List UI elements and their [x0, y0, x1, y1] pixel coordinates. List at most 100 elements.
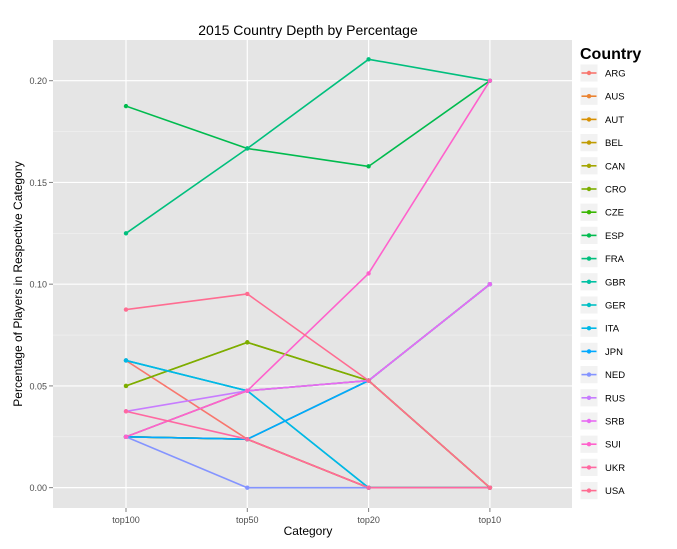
legend-key-point: [586, 418, 592, 424]
legend-item-usa: USA: [579, 481, 625, 501]
legend-item-rus: RUS: [579, 388, 625, 408]
legend-item-arg: ARG: [579, 63, 626, 83]
data-point-srb: [487, 281, 493, 287]
legend-label: USA: [605, 486, 625, 497]
legend-title: Country: [580, 46, 641, 63]
x-tick-label: top100: [112, 515, 140, 525]
legend-item-srb: SRB: [579, 411, 625, 431]
legend-label: ITA: [605, 324, 620, 335]
legend-label: AUS: [605, 92, 625, 103]
legend-item-gbr: GBR: [579, 272, 626, 292]
data-point-ita: [123, 358, 129, 363]
legend-item-ita: ITA: [579, 318, 620, 338]
data-point-ned: [245, 485, 250, 490]
legend-item-sui: SUI: [579, 434, 621, 454]
data-point-ukr: [123, 409, 129, 414]
plot-panel: [53, 40, 572, 508]
series-line-fra: [125, 58, 491, 234]
data-point-sui: [123, 434, 129, 439]
legend-items: ARG AUS AUT BEL CAN CRO CZE ESP FRA GBR GER ITA JPN N…: [579, 63, 626, 501]
x-axis: top100 top50 top20 top10: [112, 508, 501, 525]
data-point-esp: [123, 103, 129, 109]
legend-item-aus: AUS: [579, 86, 625, 106]
data-point-cro: [245, 340, 250, 345]
legend-label: ARG: [605, 69, 626, 80]
y-axis: 0.00 0.05 0.10 0.15 0.20: [29, 76, 53, 493]
series-lines: [125, 58, 491, 489]
legend-key-point: [586, 349, 592, 354]
x-tick-label: top50: [236, 515, 259, 525]
x-axis-label: Category: [284, 524, 333, 538]
chart-title: 2015 Country Depth by Percentage: [198, 22, 418, 38]
legend-label: FRA: [605, 254, 625, 265]
data-point-sui: [245, 388, 250, 393]
data-point-fra: [123, 231, 129, 236]
legend-key-point: [586, 488, 592, 493]
legend-item-ger: GER: [579, 295, 626, 315]
y-tick-label: 0.05: [29, 381, 47, 391]
legend-key-point: [586, 395, 592, 400]
y-axis-label: Percentage of Players in Respective Cate…: [11, 161, 25, 406]
legend: Country ARG AUS AUT BEL CAN CRO CZE ESP FRA GBR GE…: [579, 46, 641, 501]
legend-label: SRB: [605, 417, 625, 428]
legend-key-point: [586, 256, 592, 261]
legend-label: RUS: [605, 393, 625, 404]
legend-item-esp: ESP: [579, 225, 624, 245]
legend-label: AUT: [605, 115, 624, 126]
y-tick-label: 0.15: [29, 178, 47, 188]
legend-key-point: [586, 302, 592, 308]
series-line-usa: [125, 293, 491, 489]
legend-label: CRO: [605, 185, 626, 196]
legend-item-can: CAN: [579, 156, 625, 176]
data-point-esp: [366, 164, 371, 169]
legend-label: UKR: [605, 463, 625, 474]
legend-key-point: [586, 163, 592, 168]
legend-item-fra: FRA: [579, 249, 625, 269]
legend-label: NED: [605, 370, 625, 381]
data-point-ukr: [366, 485, 371, 490]
legend-label: ESP: [605, 231, 624, 242]
minor-gridlines: [53, 131, 572, 438]
series-line-esp: [125, 80, 491, 168]
legend-item-cro: CRO: [579, 179, 626, 199]
legend-key-point: [586, 372, 592, 377]
legend-item-cze: CZE: [579, 202, 624, 222]
y-tick-label: 0.20: [29, 76, 47, 86]
legend-key-point: [586, 94, 592, 99]
series-line-sui: [125, 80, 491, 438]
data-point-ukr: [245, 437, 250, 442]
legend-label: JPN: [605, 347, 623, 358]
data-point-usa: [487, 485, 493, 490]
legend-key-point: [586, 186, 592, 192]
y-tick-label: 0.10: [29, 280, 47, 290]
legend-key-point: [586, 210, 592, 215]
legend-label: GER: [605, 301, 626, 312]
legend-key-point: [586, 140, 592, 145]
legend-key-point: [586, 117, 592, 122]
x-tick-label: top20: [357, 515, 380, 525]
data-point-fra: [245, 146, 250, 151]
legend-item-ukr: UKR: [579, 457, 625, 477]
data-point-cro: [123, 383, 129, 389]
legend-key-point: [586, 70, 592, 76]
data-point-usa: [123, 307, 129, 312]
legend-label: CZE: [605, 208, 624, 219]
legend-key-point: [586, 233, 592, 238]
data-point-fra: [366, 57, 371, 62]
legend-item-ned: NED: [579, 365, 625, 385]
series-line-ukr: [125, 410, 490, 489]
data-point-usa: [245, 291, 250, 297]
legend-label: GBR: [605, 277, 626, 288]
legend-item-aut: AUT: [579, 110, 624, 129]
legend-item-jpn: JPN: [579, 341, 623, 361]
data-point-sui: [366, 271, 371, 276]
series-points: [123, 57, 493, 490]
legend-item-bel: BEL: [579, 133, 623, 153]
legend-key-point: [586, 326, 592, 331]
legend-key-point: [586, 465, 592, 470]
legend-label: BEL: [605, 138, 623, 149]
legend-label: SUI: [605, 440, 621, 451]
data-point-usa: [366, 378, 371, 383]
y-tick-label: 0.00: [29, 483, 47, 493]
